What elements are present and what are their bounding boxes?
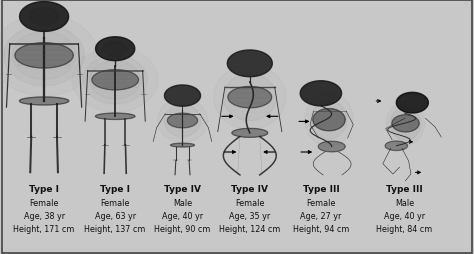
Polygon shape — [72, 48, 158, 113]
Polygon shape — [396, 93, 428, 114]
Polygon shape — [171, 144, 194, 148]
Polygon shape — [19, 98, 69, 106]
Text: Female: Female — [100, 198, 130, 207]
Polygon shape — [385, 141, 408, 151]
Polygon shape — [90, 61, 141, 100]
Polygon shape — [214, 66, 286, 130]
Text: Female: Female — [29, 198, 59, 207]
Polygon shape — [391, 107, 420, 141]
Text: Height, 90 cm: Height, 90 cm — [155, 225, 210, 233]
Polygon shape — [228, 87, 272, 108]
Polygon shape — [0, 16, 98, 97]
Polygon shape — [164, 105, 201, 137]
Text: Type I: Type I — [29, 184, 59, 193]
Polygon shape — [12, 32, 76, 80]
Polygon shape — [305, 94, 353, 147]
Polygon shape — [29, 8, 59, 26]
Text: Height, 84 cm: Height, 84 cm — [376, 225, 432, 233]
Polygon shape — [19, 3, 69, 32]
Polygon shape — [4, 26, 84, 86]
Text: Age, 40 yr: Age, 40 yr — [162, 211, 203, 220]
Text: Age, 27 yr: Age, 27 yr — [300, 211, 342, 220]
Polygon shape — [96, 38, 135, 61]
Text: Female: Female — [306, 198, 336, 207]
Text: Height, 124 cm: Height, 124 cm — [219, 225, 281, 233]
Polygon shape — [228, 51, 273, 77]
Polygon shape — [311, 101, 347, 140]
Text: Height, 137 cm: Height, 137 cm — [84, 225, 146, 233]
Text: Age, 40 yr: Age, 40 yr — [384, 211, 425, 220]
Polygon shape — [318, 142, 345, 152]
Text: Height, 94 cm: Height, 94 cm — [293, 225, 349, 233]
Polygon shape — [92, 70, 138, 91]
Polygon shape — [300, 82, 342, 106]
Text: Female: Female — [235, 198, 264, 207]
Polygon shape — [392, 115, 419, 132]
Text: Age, 63 yr: Age, 63 yr — [95, 211, 136, 220]
Text: Male: Male — [395, 198, 414, 207]
Text: Male: Male — [173, 198, 192, 207]
Polygon shape — [95, 114, 135, 120]
Polygon shape — [164, 86, 201, 107]
Polygon shape — [83, 56, 147, 105]
Text: Type III: Type III — [386, 184, 423, 193]
Text: Age, 38 yr: Age, 38 yr — [24, 211, 64, 220]
Polygon shape — [103, 42, 127, 57]
Polygon shape — [401, 96, 424, 110]
Text: Height, 171 cm: Height, 171 cm — [13, 225, 75, 233]
Polygon shape — [167, 114, 198, 128]
Text: Type IV: Type IV — [164, 184, 201, 193]
Text: Type III: Type III — [302, 184, 339, 193]
Text: Type IV: Type IV — [231, 184, 268, 193]
Polygon shape — [386, 102, 425, 146]
Text: Type I: Type I — [100, 184, 130, 193]
Polygon shape — [223, 74, 276, 121]
Polygon shape — [157, 99, 208, 143]
Polygon shape — [313, 109, 345, 131]
Polygon shape — [232, 129, 268, 138]
Text: Age, 35 yr: Age, 35 yr — [229, 211, 271, 220]
Polygon shape — [15, 43, 73, 69]
